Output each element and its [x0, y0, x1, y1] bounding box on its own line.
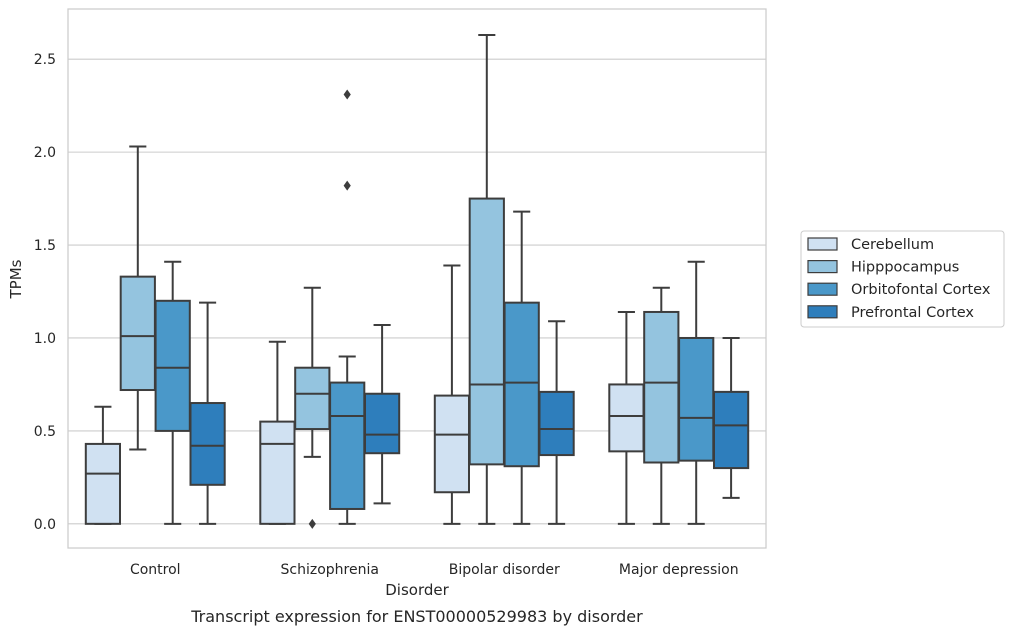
box-0-1 [119, 145, 156, 451]
outlier-point [343, 89, 351, 100]
y-tick-label: 2.0 [34, 145, 56, 161]
y-tick-labels: 0.0 0.5 1.0 1.5 2.0 2.5 [34, 52, 56, 533]
box-body [189, 402, 226, 486]
legend-label: Prefrontal Cortex [851, 305, 974, 321]
box-body [608, 383, 645, 453]
box-1-2 [329, 89, 366, 525]
legend-swatch [807, 282, 838, 296]
box-2-1 [468, 34, 505, 525]
x-tick-labels: Control Schizophrenia Bipolar disorder Majo… [130, 562, 739, 578]
box-2-3 [538, 320, 575, 525]
box-body [468, 197, 505, 466]
box-3-1 [643, 286, 680, 525]
y-tick-label: 1.0 [34, 331, 56, 347]
outlier-point [308, 518, 316, 529]
legend-swatch [807, 260, 838, 274]
box-body [154, 299, 191, 432]
box-body [294, 366, 331, 431]
legend-swatch [807, 237, 838, 251]
legend-label: Orbitofontal Cortex [851, 282, 991, 298]
box-series-layer [84, 34, 750, 529]
x-tick-label: Schizophrenia [281, 562, 379, 578]
legend: Cerebellum Hipppocampus Orbitofontal Corte… [800, 230, 1005, 328]
x-axis-label: Disorder [385, 581, 449, 599]
box-body [712, 390, 750, 470]
legend-frame [800, 230, 1005, 328]
box-body [433, 394, 471, 494]
box-body [259, 420, 296, 525]
box-0-3 [189, 301, 226, 525]
x-tick-label: Major depression [619, 562, 739, 578]
legend-label: Cerebellum [851, 237, 934, 253]
box-0-0 [84, 405, 122, 525]
box-3-2 [678, 260, 715, 525]
y-tick-label: 2.5 [34, 52, 56, 68]
box-1-0 [259, 340, 296, 525]
y-tick-label: 1.5 [34, 238, 56, 254]
y-tick-label: 0.5 [34, 424, 56, 440]
box-3-3 [712, 336, 750, 499]
outlier-point [343, 180, 351, 191]
box-body [678, 336, 715, 462]
box-2-2 [503, 210, 540, 525]
box-body [84, 442, 122, 525]
box-body [643, 310, 680, 464]
legend-label: Hipppocampus [851, 260, 959, 276]
box-3-0 [608, 310, 645, 525]
legend-items: Cerebellum Hipppocampus Orbitofontal Corte… [807, 237, 991, 321]
box-body [329, 381, 366, 510]
x-tick-label: Control [130, 562, 181, 578]
chart-caption: Transcript expression for ENST0000052998… [190, 607, 643, 626]
box-1-3 [363, 323, 401, 505]
box-body [119, 275, 156, 392]
box-body [363, 392, 401, 455]
legend-swatch [807, 305, 838, 319]
x-tick-label: Bipolar disorder [449, 562, 560, 578]
box-0-2 [154, 260, 191, 525]
plot-frame [67, 8, 767, 549]
box-1-1 [294, 286, 331, 529]
y-axis-label: TPMs [7, 259, 25, 299]
box-body [503, 301, 540, 468]
box-body [538, 390, 575, 457]
box-2-0 [433, 264, 471, 525]
y-tick-label: 0.0 [34, 517, 56, 533]
